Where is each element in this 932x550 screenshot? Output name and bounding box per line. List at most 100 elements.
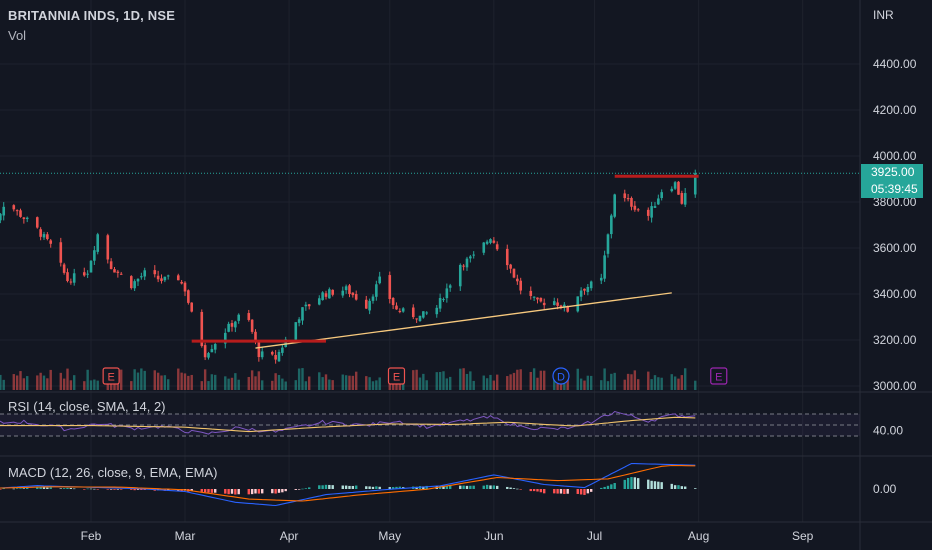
candle-body — [378, 276, 382, 284]
macd-histogram-bar — [190, 489, 193, 492]
volume-bar — [69, 380, 73, 390]
date-tick-label: May — [378, 529, 401, 543]
macd-histogram-bar — [106, 489, 109, 490]
candle-body — [646, 209, 650, 216]
macd-histogram-bar — [398, 486, 402, 489]
candle-body — [200, 311, 204, 346]
candle-body — [254, 331, 257, 342]
date-tick-label: Aug — [688, 529, 709, 543]
candle-body — [133, 281, 136, 289]
macd-histogram-bar — [600, 487, 603, 489]
candle-body — [180, 281, 183, 284]
volume-bar — [542, 370, 546, 390]
candle-body — [176, 275, 180, 281]
candle-body — [297, 319, 301, 323]
price-tick-label: 3600.00 — [873, 241, 917, 255]
macd-histogram-bar — [683, 486, 687, 489]
candle-body — [650, 206, 653, 218]
candle-body — [12, 205, 16, 210]
candle-body — [163, 276, 167, 281]
macd-histogram-bar — [19, 488, 22, 489]
candle-body — [274, 355, 277, 360]
candle-body — [606, 234, 610, 254]
candle-body — [603, 255, 606, 279]
macd-histogram-bar — [116, 489, 120, 490]
candle-body — [0, 213, 2, 221]
candle-body — [495, 244, 499, 250]
currency-label: INR — [873, 8, 894, 22]
volume-bar — [442, 371, 445, 390]
volume-bar — [485, 378, 489, 390]
macd-histogram-bar — [120, 489, 123, 490]
volume-bar — [321, 377, 324, 390]
volume-bar — [516, 369, 519, 390]
price-tick-label: 3800.00 — [873, 195, 917, 209]
candle-body — [613, 194, 616, 217]
candle-body — [270, 351, 274, 355]
volume-bar — [83, 381, 86, 390]
event-letter: D — [557, 372, 565, 384]
volume-bar — [180, 372, 183, 390]
candle-body — [153, 270, 157, 275]
macd-histogram-bar — [328, 484, 331, 489]
candle-body — [25, 217, 29, 220]
candle-body — [307, 304, 311, 307]
volume-bar — [600, 380, 603, 390]
macd-histogram-bar — [254, 489, 257, 494]
symbol-title: BRITANNIA INDS, 1D, NSE — [8, 8, 176, 23]
macd-histogram-bar — [143, 489, 146, 490]
date-tick-label: Sep — [792, 529, 814, 543]
volume-bar — [529, 371, 532, 390]
macd-histogram-bar — [297, 489, 301, 490]
macd-histogram-bar — [271, 489, 274, 494]
candle-body — [559, 305, 563, 308]
candle-body — [69, 281, 73, 283]
macd-histogram-bar — [472, 485, 475, 489]
volume-bar — [15, 375, 19, 390]
candle-body — [66, 272, 69, 282]
candle-body — [119, 273, 123, 275]
volume-bar — [62, 378, 66, 390]
volume-bar — [153, 370, 156, 390]
candle-body — [482, 242, 486, 253]
volume-bar — [623, 379, 626, 390]
candle-body — [143, 270, 147, 277]
candle-body — [39, 229, 42, 237]
volume-bar — [203, 369, 207, 390]
volume-bar — [694, 380, 697, 390]
macd-histogram-bar — [636, 478, 640, 489]
candle-body — [93, 250, 96, 261]
macd-histogram-bar — [304, 488, 308, 489]
macd-histogram-bar — [482, 485, 485, 489]
macd-histogram-bar — [606, 485, 610, 489]
macd-histogram-bar — [576, 489, 579, 494]
macd-histogram-bar — [62, 488, 66, 489]
volume-bar — [210, 374, 214, 390]
volume-bar — [606, 381, 610, 390]
volume-bar — [438, 371, 442, 390]
date-tick-label: Jul — [587, 529, 602, 543]
volume-bar — [566, 376, 569, 390]
candle-body — [435, 307, 439, 315]
macd-histogram-bar — [694, 488, 697, 489]
volume-bar — [304, 381, 308, 390]
macd-histogram-bar — [442, 485, 445, 489]
macd-histogram-bar — [519, 489, 522, 490]
volume-bar — [489, 374, 492, 390]
candle-body — [129, 276, 133, 289]
volume-bar — [39, 372, 42, 390]
macd-histogram-bar — [650, 480, 653, 489]
volume-bar — [156, 372, 160, 390]
last-price-tag: 3925.00 — [861, 164, 923, 181]
volume-bar — [160, 375, 163, 390]
candle-body — [516, 278, 519, 282]
volume-bar — [22, 378, 26, 390]
macd-histogram-bar — [553, 489, 556, 494]
candle-body — [22, 217, 26, 219]
candle-body — [599, 277, 603, 281]
volume-bar — [435, 372, 438, 390]
candle-body — [401, 308, 405, 312]
earnings-badge — [102, 367, 120, 385]
volume-bar — [294, 380, 297, 390]
